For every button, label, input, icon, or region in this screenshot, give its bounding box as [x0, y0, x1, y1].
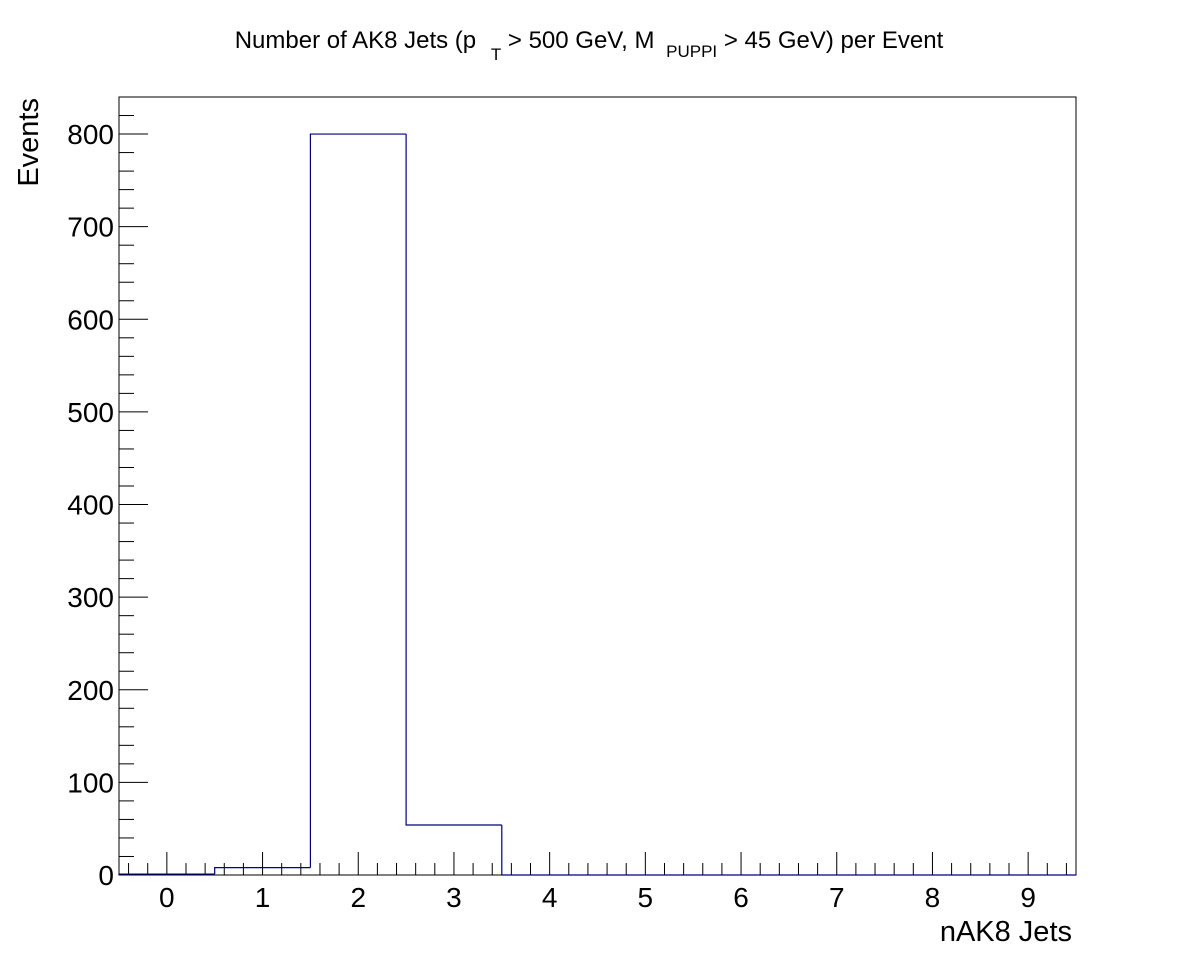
x-tick-label: 3 [446, 882, 462, 913]
chart-title: Number of AK8 Jets (p T > 500 GeV, M PUP… [235, 27, 944, 66]
y-axis-title: Events [13, 98, 45, 187]
chart-title-part1: Number of AK8 Jets (p [235, 27, 476, 54]
histogram-bin [214, 866, 311, 875]
y-tick-label: 800 [67, 119, 114, 150]
y-tick-label: 200 [67, 675, 114, 706]
y-tick-label: 700 [67, 212, 114, 243]
histogram-bin [501, 824, 598, 876]
x-tick-label: 1 [255, 882, 271, 913]
histogram-bin [309, 133, 407, 868]
histogram-bins [118, 133, 1076, 876]
y-axis-tick-labels: 0 100 200 300 400 500 600 700 800 [67, 119, 114, 891]
plot-frame [118, 96, 1077, 876]
histogram-bin [118, 873, 215, 875]
x-tick-label: 7 [829, 882, 845, 913]
chart-title-part2: > 500 GeV, M [508, 27, 655, 54]
y-tick-label: 400 [67, 490, 114, 521]
x-tick-label: 9 [1020, 882, 1036, 913]
histogram-bin [405, 134, 502, 826]
chart-title-subscript-2: PUPPI [666, 42, 717, 61]
x-tick-label: 8 [925, 882, 941, 913]
y-tick-label: 600 [67, 304, 114, 335]
chart-title-part3: > 45 GeV) per Event [724, 27, 944, 54]
x-tick-label: 6 [733, 882, 749, 913]
x-axis-tick-labels: 0 1 2 3 4 5 6 7 8 9 [159, 882, 1036, 913]
x-tick-label: 4 [542, 882, 558, 913]
x-axis-title: nAK8 Jets [940, 916, 1072, 948]
chart-title-subscript-1: T [491, 45, 501, 64]
x-axis-ticks [128, 852, 1067, 875]
x-tick-label: 2 [350, 882, 366, 913]
y-tick-label: 100 [67, 767, 114, 798]
y-tick-label: 0 [98, 860, 114, 891]
y-tick-label: 500 [67, 397, 114, 428]
y-axis-ticks [119, 96, 148, 876]
x-tick-label: 5 [638, 882, 654, 913]
y-tick-label: 300 [67, 582, 114, 613]
x-tick-label: 0 [159, 882, 175, 913]
